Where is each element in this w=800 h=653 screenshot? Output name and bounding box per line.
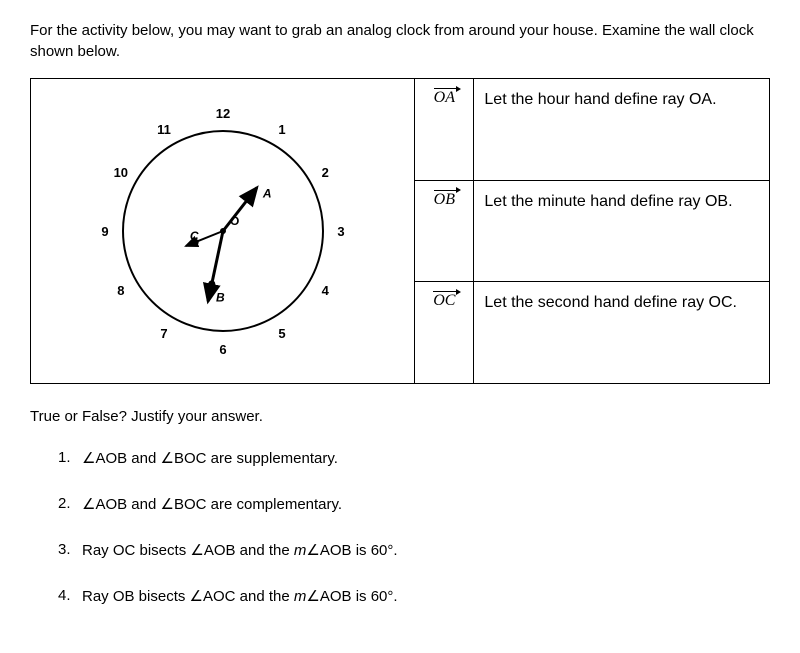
clock-cell: 121234567891011 ABC O bbox=[31, 79, 415, 384]
svg-text:8: 8 bbox=[117, 283, 124, 298]
svg-text:C: C bbox=[190, 229, 199, 243]
svg-text:11: 11 bbox=[157, 122, 171, 137]
activity-table: 121234567891011 ABC O OA Let the hour ha… bbox=[30, 78, 770, 384]
svg-text:A: A bbox=[262, 187, 272, 201]
question-3: 3. Ray OC bisects ∠AOB and the m∠AOB is … bbox=[58, 541, 770, 559]
ray-def-ob: Let the minute hand define ray OB. bbox=[474, 180, 770, 282]
question-text: Ray OC bisects ∠AOB and the m∠AOB is 60°… bbox=[82, 541, 398, 559]
svg-text:9: 9 bbox=[101, 224, 108, 239]
questions-list: 1. ∠AOB and ∠BOC are supplementary. 2. ∠… bbox=[30, 449, 770, 605]
instructions-text: For the activity below, you may want to … bbox=[30, 20, 770, 62]
question-number: 4. bbox=[58, 587, 82, 605]
true-false-prompt: True or False? Justify your answer. bbox=[30, 408, 770, 425]
question-number: 2. bbox=[58, 495, 82, 513]
ray-def-oa: Let the hour hand define ray OA. bbox=[474, 79, 770, 181]
question-2: 2. ∠AOB and ∠BOC are complementary. bbox=[58, 495, 770, 513]
svg-text:6: 6 bbox=[219, 342, 226, 357]
clock-diagram: 121234567891011 ABC O bbox=[73, 91, 373, 371]
ray-def-oc: Let the second hand define ray OC. bbox=[474, 282, 770, 384]
ray-symbol-oa: OA bbox=[415, 79, 474, 181]
svg-text:3: 3 bbox=[337, 224, 344, 239]
ray-symbol-ob: OB bbox=[415, 180, 474, 282]
svg-text:12: 12 bbox=[215, 106, 229, 121]
svg-text:7: 7 bbox=[160, 326, 167, 341]
svg-text:5: 5 bbox=[278, 326, 285, 341]
question-1: 1. ∠AOB and ∠BOC are supplementary. bbox=[58, 449, 770, 467]
question-text: ∠AOB and ∠BOC are supplementary. bbox=[82, 449, 338, 467]
question-text: ∠AOB and ∠BOC are complementary. bbox=[82, 495, 342, 513]
ray-symbol-oc: OC bbox=[415, 282, 474, 384]
svg-text:O: O bbox=[230, 214, 239, 228]
svg-text:4: 4 bbox=[321, 283, 329, 298]
svg-text:2: 2 bbox=[321, 165, 328, 180]
question-number: 3. bbox=[58, 541, 82, 559]
question-text: Ray OB bisects ∠AOC and the m∠AOB is 60°… bbox=[82, 587, 398, 605]
svg-text:1: 1 bbox=[278, 122, 285, 137]
question-4: 4. Ray OB bisects ∠AOC and the m∠AOB is … bbox=[58, 587, 770, 605]
svg-text:10: 10 bbox=[113, 165, 127, 180]
svg-text:B: B bbox=[216, 290, 225, 304]
question-number: 1. bbox=[58, 449, 82, 467]
